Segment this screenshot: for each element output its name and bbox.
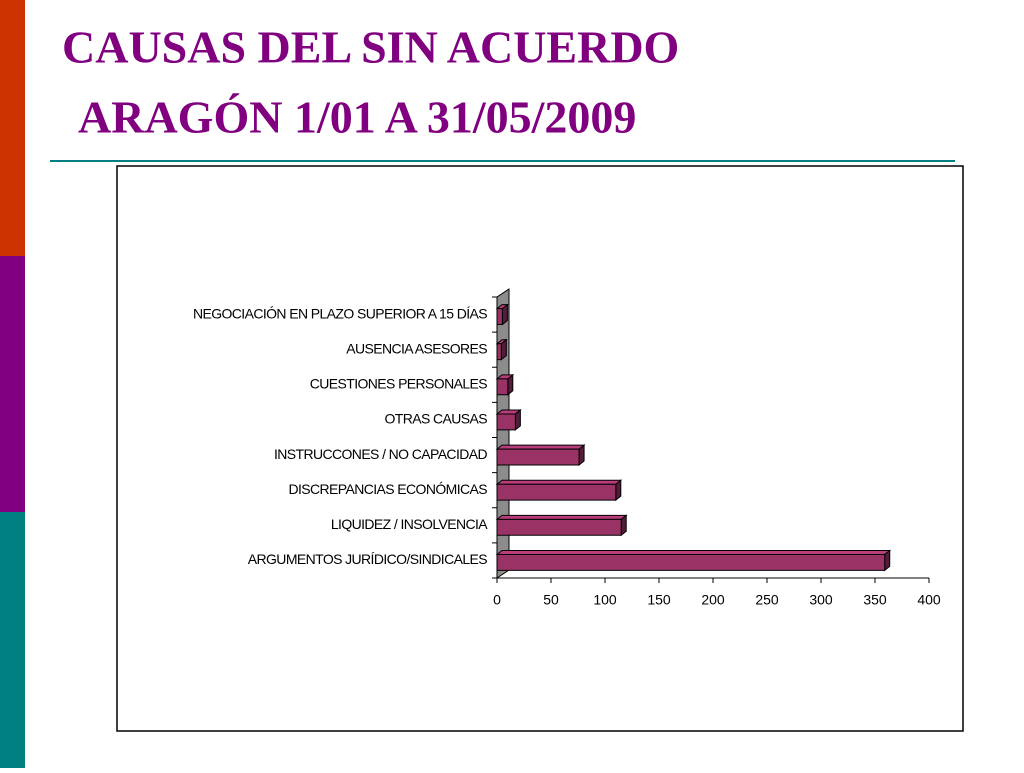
- x-tick-label: 0: [493, 592, 501, 608]
- x-tick-label: 150: [647, 592, 671, 608]
- y-tick-label: INSTRUCCONES / NO CAPACIDAD: [274, 446, 487, 462]
- y-tick-label: AUSENCIA ASESORES: [346, 340, 487, 356]
- bar: [495, 338, 508, 361]
- y-tick-label: DISCREPANCIAS ECONÓMICAS: [289, 481, 488, 497]
- y-tick-label: ARGUMENTOS JURÍDICO/SINDICALES: [248, 551, 487, 567]
- x-tick-label: 100: [593, 592, 617, 608]
- bar-face: [496, 413, 516, 431]
- bar-face: [495, 514, 628, 520]
- bar-face: [496, 448, 580, 466]
- y-tick-label: NEGOCIACIÓN EN PLAZO SUPERIOR A 15 DÍAS: [193, 305, 487, 321]
- bar-face: [495, 479, 623, 485]
- bar-face: [500, 338, 507, 361]
- bar: [495, 303, 509, 326]
- bar-face: [496, 378, 509, 396]
- x-tick-label: 350: [863, 592, 887, 608]
- bar-face: [620, 514, 627, 537]
- bar-face: [496, 518, 622, 536]
- bar-face: [507, 373, 514, 396]
- bar-face: [578, 444, 585, 467]
- bar-face: [496, 483, 617, 501]
- bar: [495, 514, 628, 537]
- chart-subtitle: ARAGÓN 1/01 A 31/05/2009: [78, 92, 636, 143]
- y-tick-label: LIQUIDEZ / INSOLVENCIA: [331, 516, 488, 532]
- bar-face: [514, 408, 521, 431]
- x-tick-label: 50: [543, 592, 559, 608]
- bar-face: [496, 343, 502, 361]
- bar-face: [495, 444, 586, 450]
- x-tick-label: 300: [809, 592, 833, 608]
- bar: [495, 549, 892, 572]
- bar-face: [496, 308, 503, 325]
- bar: [495, 444, 586, 467]
- chart-title: CAUSAS DEL SIN ACUERDO: [62, 22, 679, 73]
- bar: [495, 479, 623, 502]
- bar-face: [495, 550, 892, 556]
- stripe-orange: [0, 0, 25, 256]
- stripe-purple: [0, 256, 25, 512]
- x-tick-label: 400: [917, 592, 941, 608]
- stripe-teal: [0, 512, 25, 768]
- y-tick-label: OTRAS CAUSAS: [385, 411, 488, 427]
- y-tick-label: CUESTIONES PERSONALES: [310, 376, 487, 392]
- bar-face: [884, 549, 891, 572]
- x-tick-label: 200: [701, 592, 725, 608]
- x-tick-label: 250: [755, 592, 779, 608]
- bar: [495, 408, 522, 431]
- bar-face: [615, 479, 622, 502]
- bar-face: [501, 303, 508, 326]
- bar-face: [496, 554, 886, 571]
- bar: [495, 373, 515, 396]
